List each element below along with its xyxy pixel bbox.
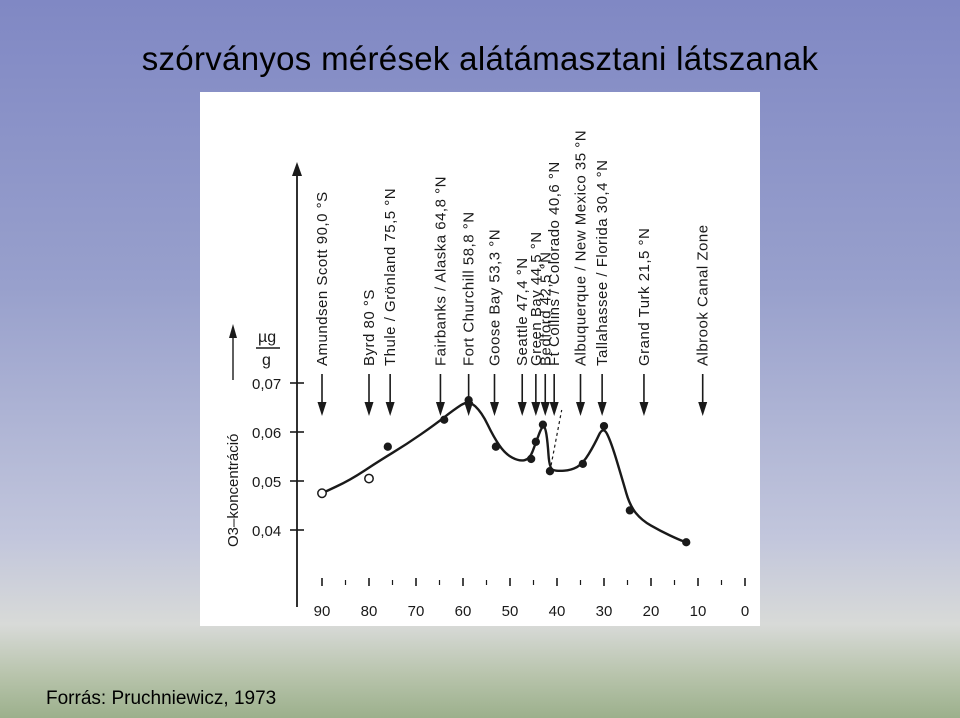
station-label: Bedford 42,5 °N	[537, 252, 554, 366]
y-unit-denominator: g	[262, 352, 271, 369]
y-tick-label: 0,05	[252, 474, 281, 491]
station-arrowhead	[540, 402, 550, 416]
station-arrowhead	[489, 402, 499, 416]
data-point-filled	[383, 442, 392, 451]
station-label: Fairbanks / Alaska 64,8 °N	[432, 176, 449, 366]
x-tick-label: 90	[314, 603, 331, 620]
x-tick-label: 50	[502, 603, 519, 620]
station-arrowhead	[435, 402, 445, 416]
data-point-filled	[538, 420, 548, 429]
x-tick-label: 80	[361, 603, 378, 620]
source-credit: Forrás: Pruchniewicz, 1973	[46, 688, 277, 709]
data-point-filled	[527, 454, 536, 464]
station-arrowhead	[385, 402, 395, 416]
station-label: Tallahassee / Florida 30,4 °N	[594, 160, 611, 366]
dashed-reference-line	[549, 409, 563, 472]
x-tick-label: 20	[643, 603, 660, 620]
data-point-filled	[625, 506, 635, 515]
station-label: Fort Churchill 58,8 °N	[461, 211, 478, 366]
x-tick-label: 10	[690, 603, 707, 620]
data-point-filled	[440, 415, 449, 424]
station-label: Green Bay 44,5 °N	[528, 231, 545, 366]
x-tick-label: 30	[596, 603, 613, 620]
data-point-open	[364, 473, 374, 484]
chart-panel: 0,04 0,05 0,06 0,07 90 80 70 60 50 40 30 20 10 0 O3–k…	[200, 92, 760, 626]
slide-title: szórványos mérések alátámasztani látszan…	[141, 40, 819, 77]
y-unit-arrowhead	[229, 324, 237, 338]
station-arrowhead	[317, 402, 327, 416]
station-label: Byrd 80 °S	[361, 289, 378, 366]
station-arrowhead	[639, 402, 649, 416]
x-tick-label: 40	[549, 603, 566, 620]
x-tick-label: 70	[408, 603, 425, 620]
data-point-filled	[578, 459, 588, 469]
station-arrowhead	[576, 402, 585, 416]
station-arrowhead	[364, 402, 374, 416]
station-arrowhead	[549, 402, 559, 416]
station-arrowhead	[597, 402, 607, 416]
ozone-latitude-chart: 0,04 0,05 0,06 0,07 90 80 70 60 50 40 30 20 10 0 O3–k…	[225, 130, 749, 620]
station-label: Ft Collins / Colorado 40,6 °N	[546, 161, 563, 366]
station-arrowhead	[517, 402, 527, 416]
station-label: Albuquerque / New Mexico 35 °N	[573, 130, 590, 366]
y-tick-label: 0,04	[252, 523, 281, 540]
station-arrowhead	[698, 402, 708, 416]
station-label: Seattle 47,4 °N	[514, 257, 531, 366]
y-unit-numerator: µg	[258, 329, 276, 346]
data-point-filled	[464, 396, 473, 405]
data-point-filled	[682, 538, 691, 547]
station-label: Thule / Grönland 75,5 °N	[382, 188, 399, 366]
station-label: Amundsen Scott 90,0 °S	[314, 191, 331, 366]
y-axis-label: O3–koncentráció	[225, 434, 242, 547]
data-point-filled	[545, 467, 555, 476]
station-label: Albrook Canal Zone	[695, 224, 712, 366]
x-tick-label: 60	[455, 603, 472, 620]
y-tick-label: 0,06	[252, 425, 281, 442]
station-arrowhead	[464, 402, 474, 416]
ozone-curve	[321, 401, 687, 544]
data-point-filled	[531, 437, 541, 446]
y-axis-arrowhead	[292, 162, 302, 176]
data-point-filled	[491, 442, 501, 451]
station-label: Grand Turk 21,5 °N	[636, 228, 653, 366]
x-tick-label: 0	[741, 603, 749, 620]
station-label: Goose Bay 53,3 °N	[486, 229, 503, 366]
station-arrowhead	[531, 402, 541, 416]
data-point-open	[317, 488, 327, 499]
data-point-filled	[599, 421, 609, 431]
y-tick-label: 0,07	[252, 376, 281, 393]
